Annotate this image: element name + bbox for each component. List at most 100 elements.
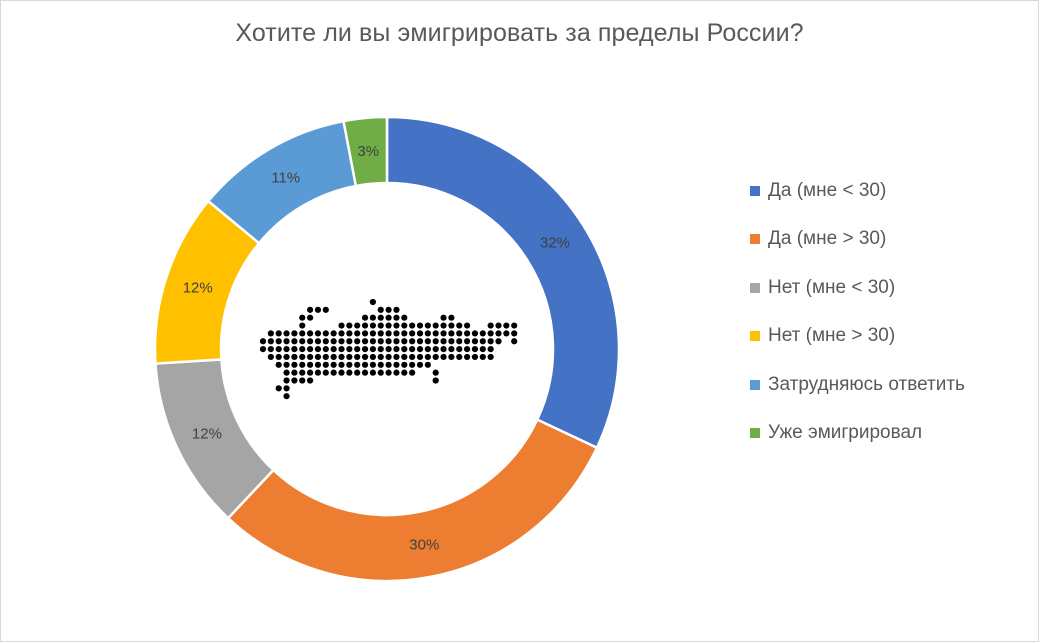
map-dot: [377, 361, 384, 368]
map-dot: [338, 338, 345, 345]
map-dot: [393, 361, 400, 368]
map-dot: [322, 353, 329, 361]
map-dot: [267, 353, 274, 361]
map-dot: [330, 330, 337, 337]
map-dot: [283, 393, 290, 400]
map-dot: [424, 330, 431, 337]
map-dot: [354, 346, 361, 353]
map-dot: [307, 353, 314, 361]
map-dot: [401, 330, 408, 337]
map-dot: [314, 330, 322, 337]
map-dot: [479, 338, 486, 345]
chart-title: Хотите ли вы эмигрировать за пределы Рос…: [235, 19, 804, 47]
map-dot: [346, 346, 353, 353]
map-dot: [330, 346, 337, 353]
map-dot: [440, 353, 447, 361]
map-dot: [291, 353, 298, 361]
map-dot: [416, 353, 424, 361]
legend-swatch: [750, 427, 760, 438]
map-dot: [448, 330, 455, 337]
map-dot: [487, 346, 494, 353]
map-dot: [361, 330, 369, 337]
map-dot: [385, 314, 392, 321]
map-dot: [346, 353, 353, 361]
legend-label: Да (мне > 30): [768, 228, 887, 250]
map-dot: [291, 346, 298, 353]
map-dot: [432, 369, 439, 376]
map-dot: [440, 322, 447, 329]
map-dot: [409, 330, 416, 337]
map-dot: [322, 346, 329, 353]
map-dot: [377, 346, 384, 353]
map-dot: [322, 306, 329, 313]
legend-item: Уже эмигрировал: [750, 421, 965, 469]
map-dot: [385, 369, 392, 376]
legend-label: Нет (мне > 30): [768, 325, 896, 347]
map-dot: [448, 322, 455, 329]
map-dot: [393, 346, 400, 353]
map-dot: [503, 330, 510, 337]
map-dot: [495, 330, 502, 337]
legend-item: Нет (мне > 30): [750, 324, 965, 372]
map-dot: [314, 338, 322, 345]
map-dot: [283, 330, 290, 337]
map-dot: [291, 338, 298, 345]
map-dot: [416, 322, 424, 329]
map-dot: [354, 369, 361, 376]
map-dot: [487, 353, 494, 361]
map-dot: [307, 330, 314, 337]
map-dot: [432, 330, 439, 337]
map-dot: [283, 353, 290, 361]
map-dot: [385, 353, 392, 361]
map-dot: [377, 369, 384, 376]
map-dot: [471, 346, 479, 353]
map-dot: [424, 353, 431, 361]
map-dot: [432, 338, 439, 345]
map-dot: [479, 346, 486, 353]
map-dot: [354, 353, 361, 361]
map-dot: [361, 361, 369, 368]
map-dot: [369, 353, 376, 361]
map-dot: [416, 338, 424, 345]
map-dot: [401, 314, 408, 321]
doughnut-slices: [153, 115, 621, 583]
map-dot: [275, 361, 282, 368]
map-dot: [361, 322, 369, 329]
map-dot: [440, 314, 447, 321]
map-dot: [409, 322, 416, 329]
map-dot: [432, 353, 439, 361]
map-dot: [322, 338, 329, 345]
map-dot: [487, 330, 494, 337]
map-dot: [338, 353, 345, 361]
map-dot: [416, 330, 424, 337]
map-dot: [385, 346, 392, 353]
map-dot: [283, 369, 290, 376]
map-dot: [385, 322, 392, 329]
map-dot: [369, 330, 376, 337]
map-dot: [393, 322, 400, 329]
map-dot: [299, 322, 306, 329]
map-dot: [424, 361, 431, 368]
map-dot: [401, 322, 408, 329]
map-dot: [479, 353, 486, 361]
map-dot: [377, 353, 384, 361]
map-dot: [440, 330, 447, 337]
map-dot: [385, 338, 392, 345]
russia-map-dots-icon: [259, 298, 518, 400]
map-dot: [385, 361, 392, 368]
map-dot: [361, 353, 369, 361]
map-dot: [471, 338, 479, 345]
map-dot: [369, 338, 376, 345]
map-dot: [456, 322, 463, 329]
data-label: 32%: [540, 234, 570, 251]
map-dot: [307, 338, 314, 345]
map-dot: [307, 361, 314, 368]
map-dot: [361, 314, 369, 321]
map-dot: [409, 369, 416, 376]
map-dot: [369, 369, 376, 376]
map-dot: [307, 306, 314, 313]
map-dot: [361, 346, 369, 353]
map-dot: [409, 346, 416, 353]
